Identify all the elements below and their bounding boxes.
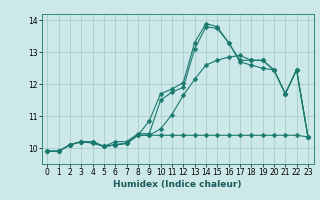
X-axis label: Humidex (Indice chaleur): Humidex (Indice chaleur) — [113, 180, 242, 189]
